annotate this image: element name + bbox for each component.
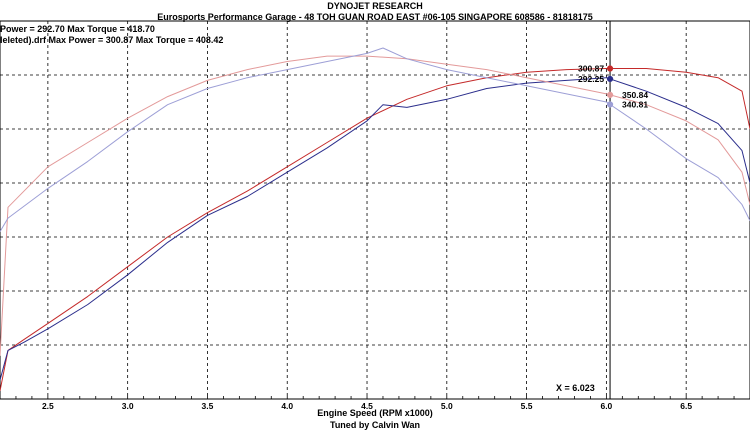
chart-title: DYNOJET RESEARCH xyxy=(327,1,423,11)
x-tick-label-4: 4.5 xyxy=(361,401,373,411)
cursor-value-red_torque: 350.84 xyxy=(622,90,648,100)
cursor-marker-red_power xyxy=(606,65,614,72)
x-tick-label-8: 6.5 xyxy=(680,401,692,411)
x-tick-label-0: 2.5 xyxy=(42,401,54,411)
x-tick-label-3: 4.0 xyxy=(281,401,293,411)
x-tick-labels: 2.5 3.0 3.5 4.0 4.5 5.0 5.5 6.0 6.5 xyxy=(42,401,692,411)
grid-lines xyxy=(0,21,750,399)
cursor-marker-blue_power xyxy=(606,75,614,83)
x-tick-label-5: 5.0 xyxy=(441,401,453,411)
x-axis-label: Engine Speed (RPM x1000) xyxy=(317,408,433,418)
chart-subtitle: Eurosports Performance Garage - 48 TOH G… xyxy=(157,12,593,22)
series-lines xyxy=(0,47,750,391)
x-tick-label-1: 3.0 xyxy=(122,401,134,411)
cursor-value-blue_torque: 340.81 xyxy=(622,99,648,109)
plot-frame xyxy=(0,20,750,400)
series-line-blue_power xyxy=(0,77,750,381)
x-tick-label-7: 6.0 xyxy=(600,401,612,411)
cursor-marker-blue_torque xyxy=(606,101,614,108)
cursor-readout: X = 6.023 xyxy=(556,383,595,393)
footer-credit: Tuned by Calvin Wan xyxy=(329,420,420,430)
series-line-red_power xyxy=(0,68,750,391)
cursor-marker-red_torque xyxy=(606,91,614,98)
cursor-value-red_power: 300.87 xyxy=(578,64,604,74)
x-tick-label-6: 5.5 xyxy=(521,401,533,411)
x-tick-label-2: 3.5 xyxy=(202,401,214,411)
cursor-value-blue_power: 292.25 xyxy=(578,74,604,84)
legend-line-1: Power = 292.70 Max Torque = 418.70 xyxy=(0,24,155,34)
legend-line-2: leleted).drf Max Power = 300.87 Max Torq… xyxy=(0,35,224,45)
series-line-red_torque xyxy=(0,55,750,356)
series-line-blue_torque xyxy=(0,47,750,232)
